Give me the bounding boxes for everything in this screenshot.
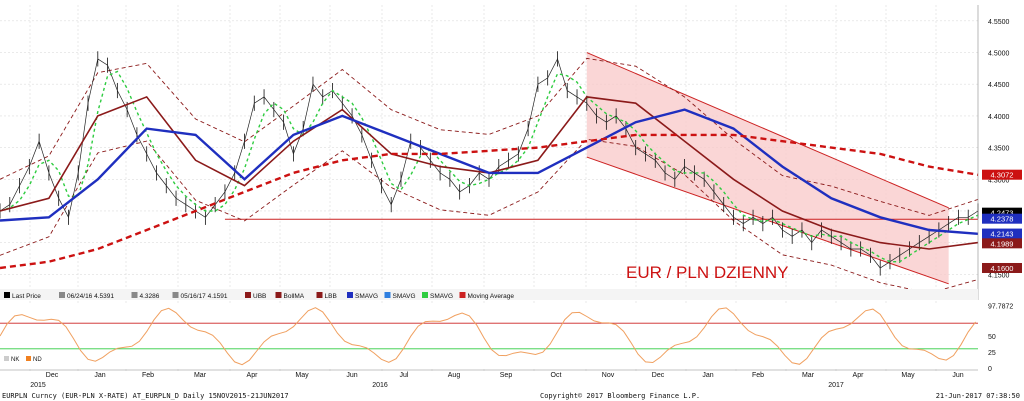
x-tick-label: Aug (448, 372, 461, 379)
x-tick-label: Jan (702, 372, 713, 379)
price-tag-label: 4.3072 (991, 171, 1014, 180)
x-tick-label: Dec (46, 372, 59, 379)
legend-swatch (347, 292, 353, 298)
time-x-axis: Dec Jan Feb Mar Apr May Jun Jul Aug Sep Oct Nov Dec J… (0, 369, 978, 389)
legend-label: UBB (253, 293, 266, 300)
x-tick-label: Jul (400, 372, 409, 379)
y-tick-label: 4.1500 (988, 272, 1010, 279)
sma-blue-line (0, 108, 979, 235)
lower-bollinger-band (0, 138, 979, 294)
y-tick-label: 4.4000 (988, 114, 1010, 121)
header-line: EURPLN Curncy (EUR-PLN X-RATE) AT_EURPLN… (2, 392, 289, 400)
x-tick-label: May (901, 372, 915, 379)
price-tag-label: 4.1600 (991, 264, 1014, 273)
legend-swatch (59, 292, 65, 298)
x-tick-label: Sep (500, 372, 513, 379)
osc-tick-label: 25 (988, 350, 996, 357)
price-tag-box (982, 262, 1022, 273)
price-tag-label: 4.1989 (991, 239, 1014, 248)
osc-background (0, 304, 978, 368)
x-tick-label: Jan (94, 372, 105, 379)
timestamp: 21-Jun-2017 07:38:50 (936, 392, 1020, 400)
legend-swatch (4, 292, 10, 298)
x-tick-label: Feb (752, 372, 764, 379)
x-tick-label: Mar (194, 372, 207, 379)
legend-strip (0, 289, 978, 300)
osc-tick-label: 50 (988, 334, 996, 341)
price-tag-box (982, 228, 1022, 239)
price-tag-box (982, 238, 1022, 249)
legend-swatch (384, 292, 391, 298)
legend-swatch (275, 292, 282, 298)
price-tag-label: 4.2378 (991, 215, 1014, 224)
x-tick-label: Oct (551, 372, 562, 379)
y-tick-label: 4.5500 (988, 19, 1010, 26)
legend-label: SMAVG (430, 293, 453, 300)
osc-legend-swatch (4, 356, 9, 361)
osc-legend-label: ND (33, 357, 42, 363)
price-tag-label: 4.2473 (991, 209, 1014, 218)
legend-label: BollMA (284, 293, 305, 300)
legend-label: Moving Average (468, 293, 515, 300)
osc-legend-label: NK (11, 357, 19, 363)
osc-tick-label: 0 (988, 366, 992, 373)
price-tag-box (982, 169, 1022, 180)
year-label: 2017 (828, 382, 844, 389)
legend-label: Last Price (12, 293, 41, 300)
y-tick-label: 4.3500 (988, 146, 1010, 153)
price-line (0, 57, 979, 269)
legend-swatch (245, 292, 251, 298)
x-tick-label: Jun (952, 372, 963, 379)
price-tag-box (982, 207, 1022, 218)
year-label: 2015 (30, 382, 46, 389)
legend-swatch (422, 292, 428, 298)
moving-average-line (0, 133, 979, 270)
x-tick-label: Mar (802, 372, 815, 379)
oscillator-panel: 97.7872 50 25 0 NK ND (0, 303, 1013, 373)
x-tick-label: Jun (346, 372, 357, 379)
channel-upper-line (586, 52, 949, 209)
legend-swatch (459, 292, 466, 298)
x-tick-label: Apr (247, 372, 259, 379)
legend-swatch (131, 292, 138, 298)
legend-label: LBB (325, 293, 337, 300)
chart-annotation: EUR / PLN DZIENNY (626, 263, 788, 282)
y-tick-label: 4.3000 (988, 177, 1010, 184)
legend-label: SMAVG (355, 293, 378, 300)
x-tick-label: Apr (853, 372, 865, 379)
legend-label: 4.3286 (140, 293, 160, 300)
x-tick-label: Nov (602, 372, 615, 379)
legend-label: 06/24/16 4.5391 (67, 293, 114, 300)
legend-label: SMAVG (393, 293, 416, 300)
legend-label: 05/16/17 4.1591 (181, 293, 228, 300)
chart-legend: Last Price 06/24/16 4.5391 4.3286 05/16/17 … (0, 289, 978, 300)
legend-swatch (172, 292, 179, 298)
x-tick-label: Feb (142, 372, 154, 379)
upper-bollinger-band (0, 57, 979, 216)
year-label: 2016 (372, 382, 388, 389)
price-tag-label: 4.2143 (991, 230, 1014, 239)
legend-swatch (316, 292, 323, 298)
osc-line (0, 307, 977, 366)
y-tick-label: 4.4500 (988, 82, 1010, 89)
y-tick-label: 4.5000 (988, 51, 1010, 58)
copyright: Copyright© 2017 Bloomberg Finance L.P. (540, 392, 700, 400)
x-tick-label: Dec (652, 372, 665, 379)
osc-tick-label: 97.7872 (988, 303, 1013, 310)
x-tick-label: May (295, 372, 309, 379)
price-tag-box (982, 213, 1022, 224)
osc-legend-swatch (26, 356, 31, 361)
